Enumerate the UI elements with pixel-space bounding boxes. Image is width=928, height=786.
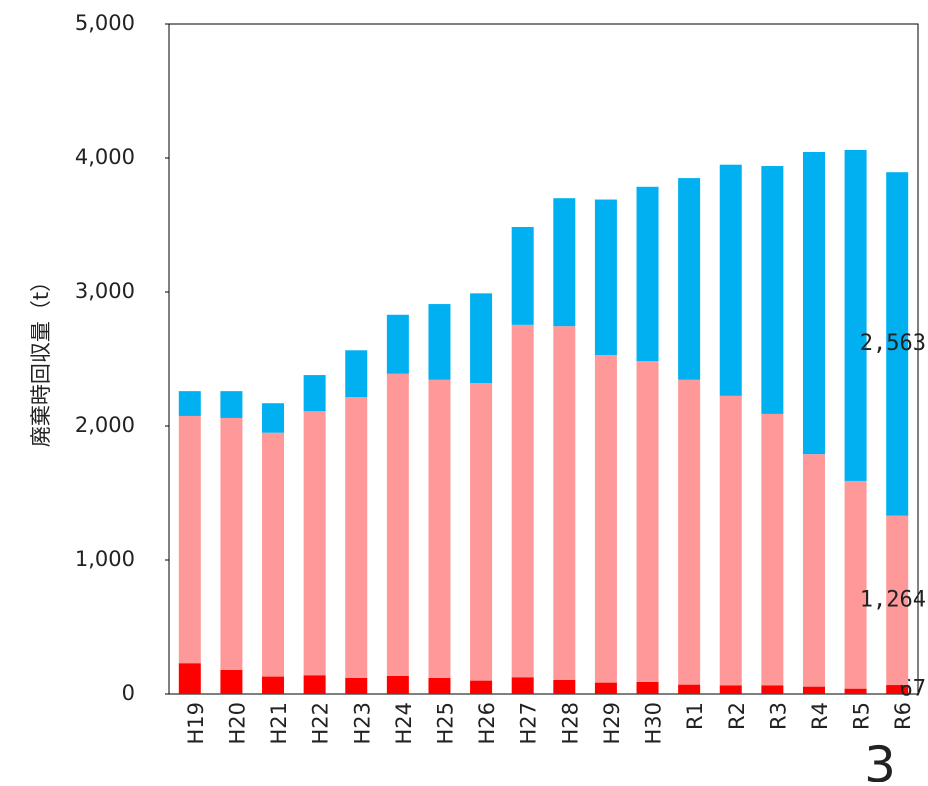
bar-segment: [761, 685, 784, 694]
bar-segment: [511, 227, 534, 325]
bar-segment: [636, 361, 659, 682]
bar-segment: [511, 324, 534, 678]
bar-segment: [220, 417, 243, 670]
x-tick-label: H27: [517, 702, 541, 745]
bar-segment: [262, 676, 285, 694]
bar-segment: [844, 480, 867, 689]
bar-segment: [428, 379, 451, 678]
bar-segment: [345, 397, 368, 678]
bar-segment: [844, 688, 867, 694]
bar-segment: [428, 304, 451, 380]
bar-segment: [178, 415, 201, 664]
bar-segment: [553, 326, 576, 680]
bar-segment: [303, 675, 326, 694]
data-label: 1,264: [860, 587, 926, 612]
bar-segment: [719, 164, 742, 396]
bar-segment: [428, 677, 451, 694]
page-number: 3: [864, 736, 896, 782]
bar-segment: [886, 685, 909, 694]
x-tick-label: R2: [725, 702, 749, 730]
bar-segment: [386, 675, 409, 694]
bar-segment: [886, 172, 909, 516]
y-tick-label: 1,000: [75, 547, 135, 571]
bar-segment: [303, 375, 326, 412]
x-tick-label: H21: [267, 702, 291, 745]
y-tick-label: 3,000: [75, 279, 135, 303]
bar-segment: [386, 314, 409, 374]
x-tick-label: H23: [350, 702, 374, 745]
x-tick-label: H19: [184, 702, 208, 745]
bar-segment: [678, 684, 701, 694]
bar-segment: [220, 391, 243, 418]
x-tick-label: R5: [850, 702, 874, 730]
bar-segment: [262, 403, 285, 433]
bar-segment: [262, 432, 285, 677]
bar-segment: [678, 178, 701, 380]
x-tick-label: H25: [433, 702, 457, 745]
bar-segment: [345, 350, 368, 398]
bar-segment: [594, 354, 617, 683]
x-tick-label: H24: [392, 702, 416, 745]
x-tick-label: H28: [558, 702, 582, 745]
plot-frame: [168, 23, 919, 695]
bar-segment: [220, 669, 243, 694]
y-axis-label: 廃棄時回収量（t）: [29, 271, 53, 447]
bar-segment: [636, 681, 659, 694]
bar-segment: [470, 293, 493, 384]
bar-segment: [178, 663, 201, 694]
data-label: 2,563: [860, 331, 926, 356]
bar-segment: [844, 149, 867, 481]
y-tick-label: 5,000: [75, 11, 135, 35]
bar-segment: [761, 166, 784, 414]
bar-segment: [470, 383, 493, 681]
bar-segment: [511, 677, 534, 694]
bar-segment: [802, 151, 825, 455]
bar-segment: [594, 682, 617, 694]
bar-segment: [470, 680, 493, 694]
bar-segment: [553, 679, 576, 694]
bar-segment: [886, 515, 909, 686]
bar-segment: [802, 686, 825, 694]
bar-segment: [761, 413, 784, 686]
x-tick-label: R3: [766, 702, 790, 730]
bar-segment: [345, 677, 368, 694]
bar-segment: [594, 199, 617, 355]
bar-segment: [178, 391, 201, 416]
bar-segment: [386, 373, 409, 676]
bar-segment: [678, 379, 701, 685]
x-tick-label: H29: [600, 702, 624, 745]
bar-segment: [719, 685, 742, 694]
x-tick-label: H20: [225, 702, 249, 745]
x-tick-label: R6: [891, 702, 915, 730]
y-tick-label: 4,000: [75, 145, 135, 169]
x-tick-label: H26: [475, 702, 499, 745]
x-tick-label: R1: [683, 702, 707, 730]
bar-segment: [553, 198, 576, 327]
bar-segment: [303, 411, 326, 676]
x-tick-label: H22: [309, 702, 333, 745]
bar-segment: [719, 395, 742, 686]
bar-segment: [802, 454, 825, 687]
y-tick-label: 2,000: [75, 413, 135, 437]
x-tick-label: H30: [642, 702, 666, 745]
y-tick-label: 0: [122, 681, 135, 705]
bar-segment: [636, 186, 659, 362]
x-tick-label: R4: [808, 702, 832, 730]
